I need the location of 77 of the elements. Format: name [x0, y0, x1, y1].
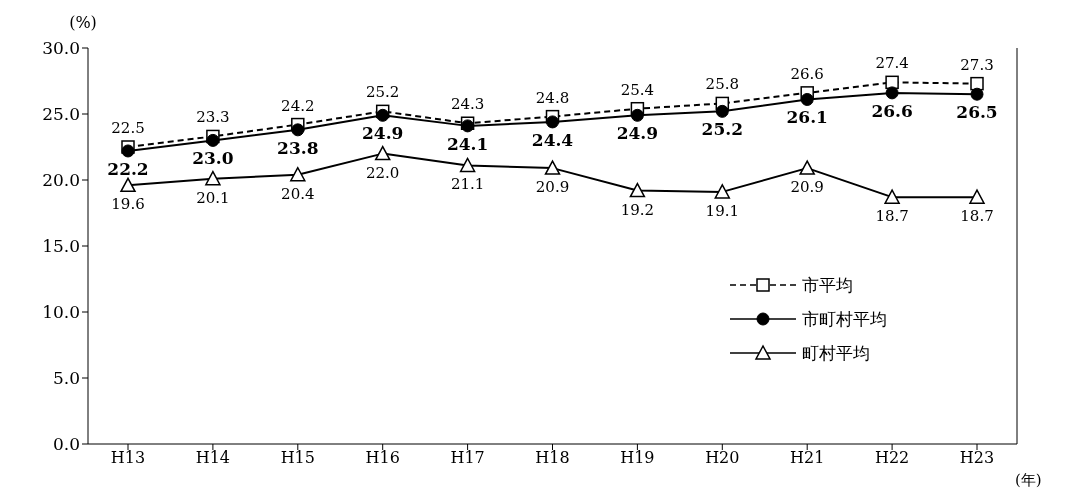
point [969, 189, 985, 204]
legend-label: 市平均 [802, 273, 853, 297]
x-tick-label: H17 [450, 448, 485, 468]
point [885, 86, 899, 100]
x-tick-label: H14 [195, 448, 231, 468]
data-label: 27.3 [960, 55, 994, 74]
point [376, 108, 390, 122]
point [205, 170, 221, 186]
data-label: 22.0 [366, 163, 400, 182]
y-tick-label: 20.0 [42, 170, 80, 191]
point [459, 157, 476, 173]
data-label: 18.7 [875, 207, 909, 226]
point [546, 115, 559, 129]
x-tick-label: H16 [365, 448, 400, 468]
data-label: 22.2 [107, 158, 149, 179]
x-tick-label: H13 [110, 448, 146, 468]
y-tick-label: 25.0 [42, 104, 80, 125]
data-label: 24.1 [446, 133, 489, 154]
data-label: 23.0 [192, 148, 234, 169]
data-label: 18.7 [960, 207, 994, 226]
data-label: 26.1 [786, 107, 828, 128]
point [799, 160, 815, 175]
point [374, 145, 391, 161]
point [970, 87, 984, 101]
data-label: 25.2 [366, 83, 400, 102]
data-label: 25.2 [701, 119, 743, 140]
x-tick-label: H15 [280, 448, 315, 468]
x-axis-title: (年) [1015, 471, 1042, 490]
point [121, 144, 135, 158]
y-tick-label: 10.0 [42, 302, 80, 323]
data-label: 19.1 [705, 201, 739, 220]
point [714, 184, 731, 199]
point [715, 104, 729, 118]
x-tick-label: H22 [874, 448, 910, 468]
legend-label: 町村平均 [802, 341, 870, 365]
y-axis-title: (%) [69, 13, 97, 32]
x-tick-label: H21 [790, 448, 825, 468]
y-tick-label: 5.0 [52, 368, 80, 389]
data-label: 24.4 [531, 129, 574, 150]
data-label: 20.9 [790, 178, 824, 197]
data-label: 20.4 [281, 184, 315, 203]
x-tick-label: H18 [535, 448, 570, 468]
data-label: 26.6 [790, 64, 824, 83]
y-tick-label: 30.0 [42, 38, 80, 59]
data-label: 23.8 [277, 137, 319, 158]
data-label: 20.9 [535, 178, 570, 197]
data-label: 20.1 [196, 188, 230, 207]
point [884, 189, 900, 204]
y-tick-label: 0.0 [52, 434, 80, 455]
point [290, 166, 306, 182]
data-label: 19.6 [111, 195, 145, 214]
point [291, 123, 305, 137]
x-tick-label: H19 [620, 448, 655, 468]
point [206, 133, 220, 147]
data-label: 24.8 [535, 88, 570, 107]
data-label: 23.3 [196, 108, 230, 127]
point [629, 182, 646, 198]
data-label: 24.2 [281, 96, 315, 115]
x-tick-label: H20 [705, 448, 740, 468]
data-label: 19.2 [620, 200, 655, 219]
x-tick-label: H23 [959, 448, 995, 468]
data-label: 26.5 [956, 102, 998, 123]
data-label: 24.9 [616, 123, 659, 144]
data-label: 24.9 [362, 123, 404, 144]
data-label: 22.5 [111, 119, 145, 137]
point [630, 108, 644, 122]
y-tick-label: 15.0 [42, 236, 80, 257]
legend-label: 市町村平均 [802, 307, 887, 331]
point [544, 160, 561, 175]
data-label: 21.1 [450, 175, 485, 194]
data-label: 25.8 [705, 75, 739, 94]
point [120, 177, 136, 193]
data-label: 24.3 [450, 95, 485, 114]
data-label: 25.4 [620, 80, 655, 99]
point [800, 92, 814, 106]
data-label: 26.6 [871, 100, 913, 121]
data-label: 27.4 [875, 54, 909, 73]
